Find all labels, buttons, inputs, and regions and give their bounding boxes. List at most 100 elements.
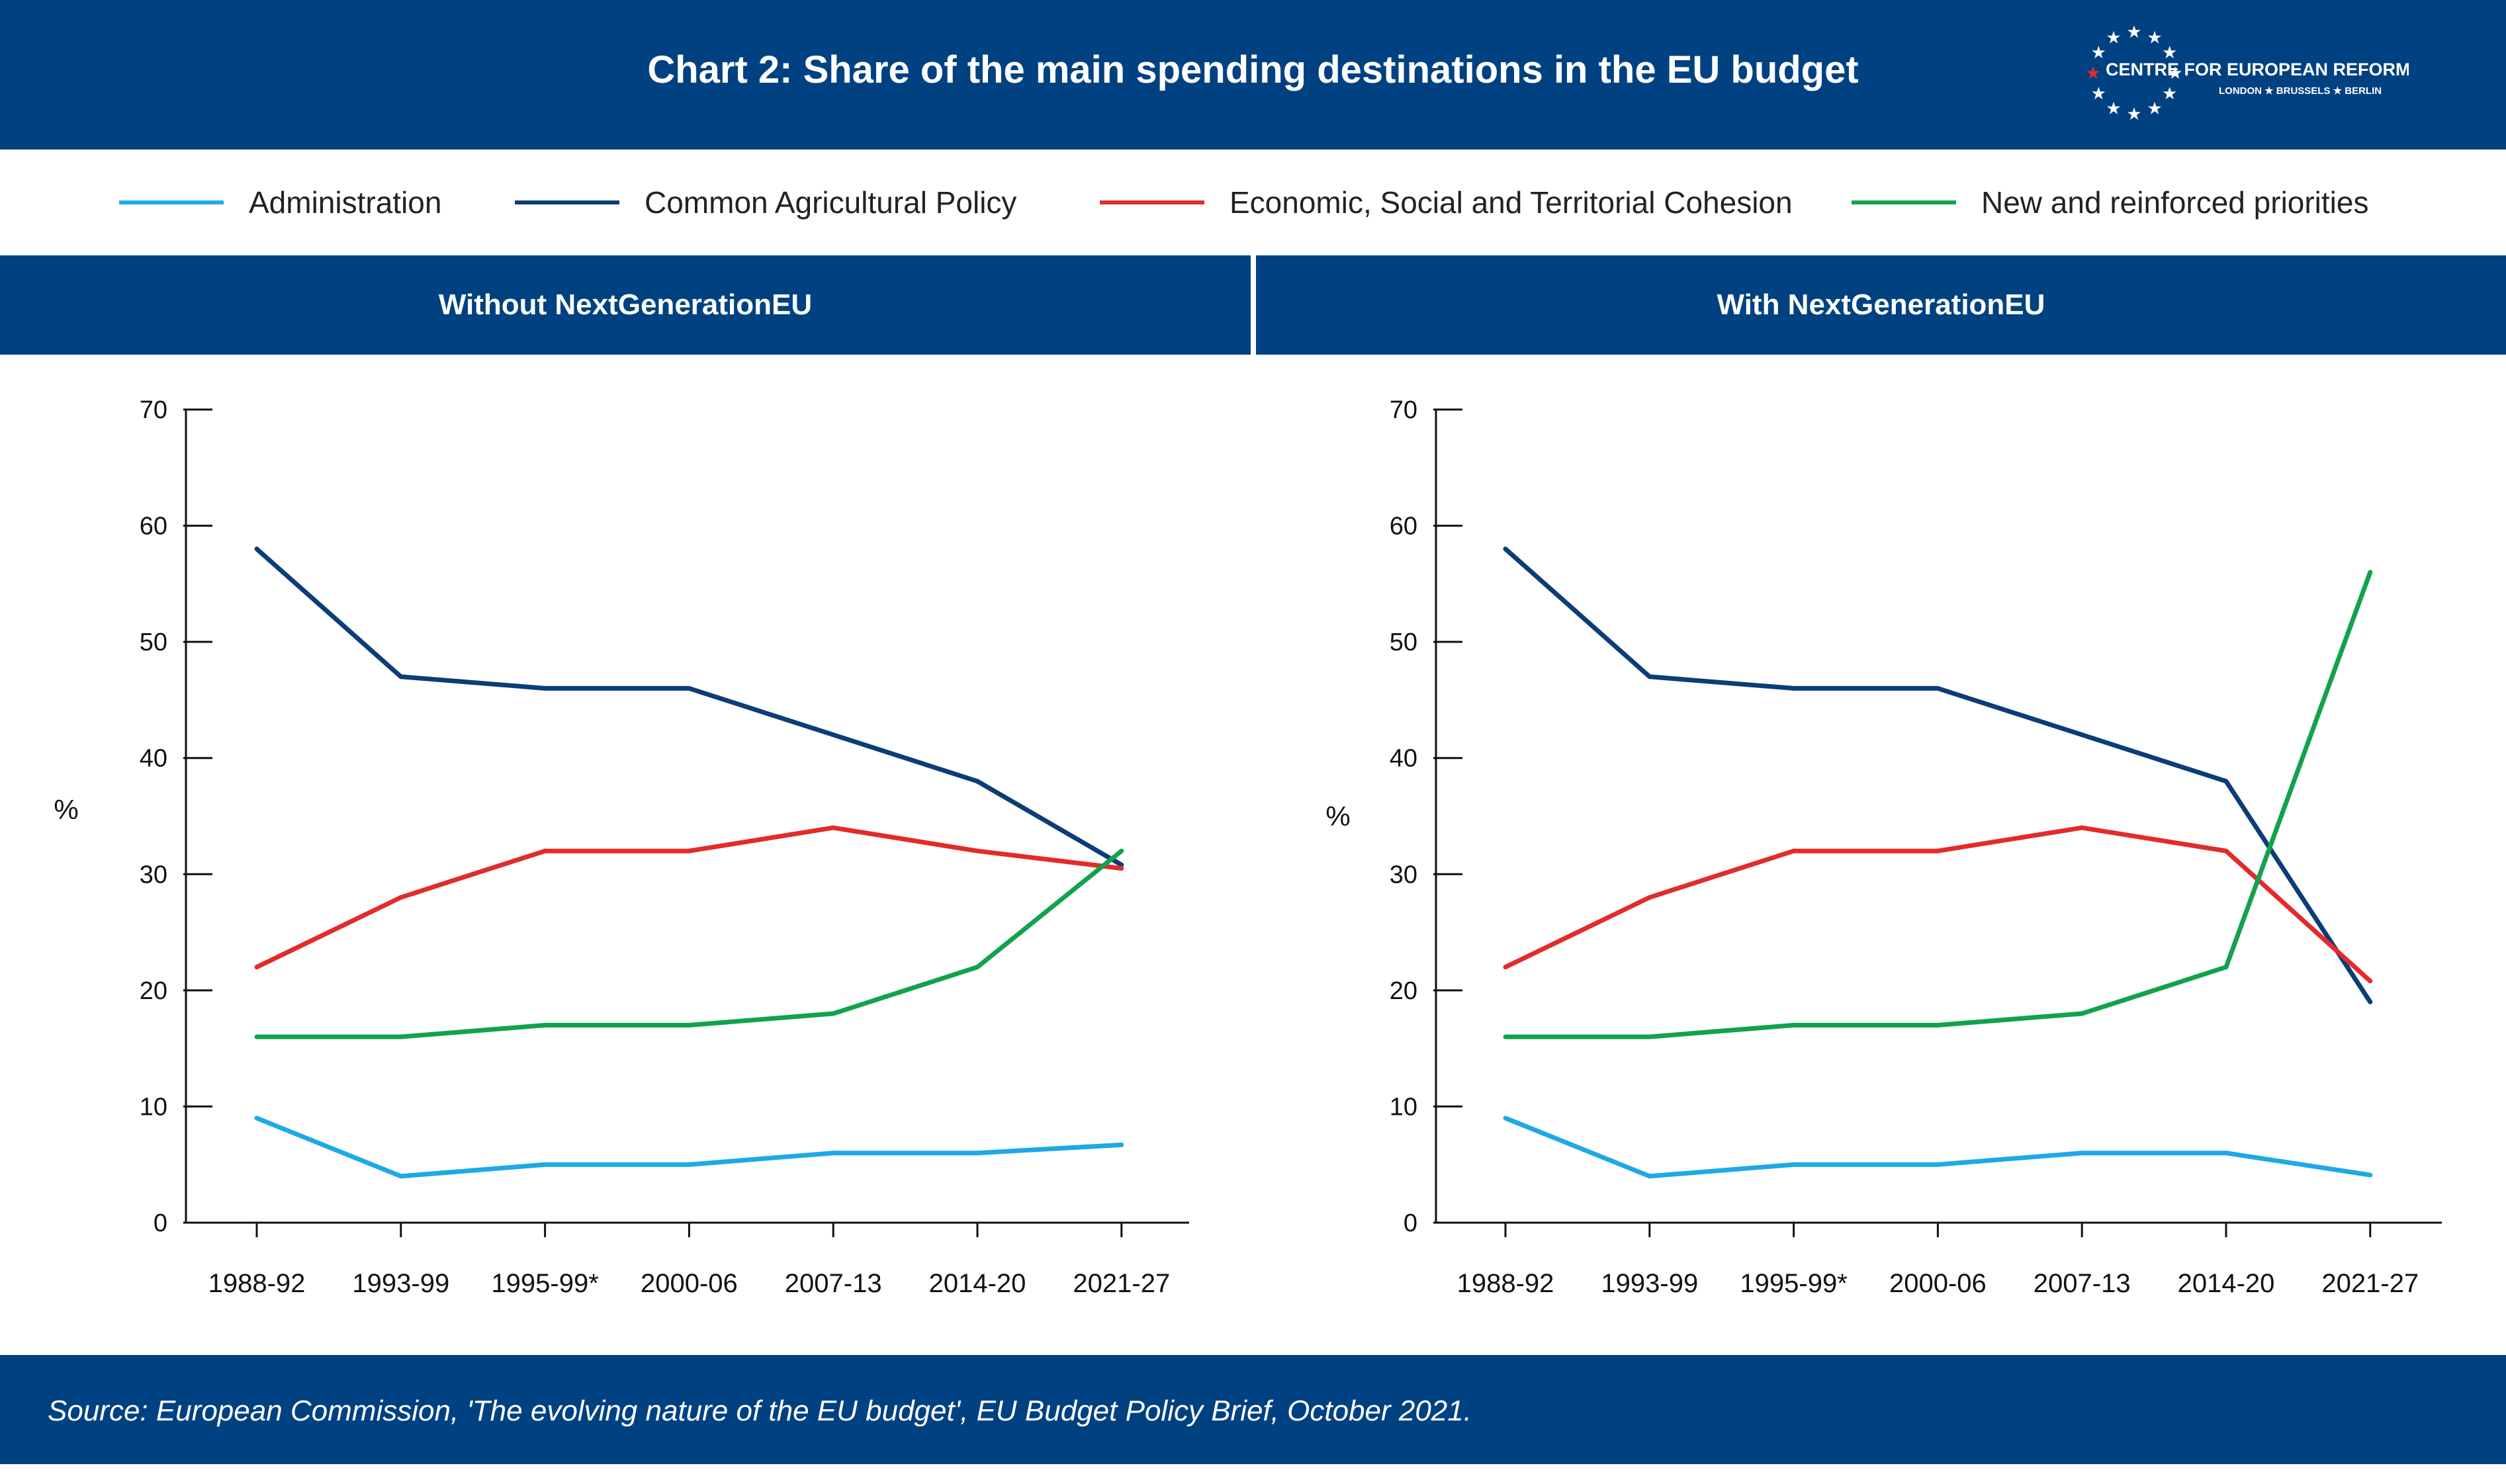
logo-star: ★ [2162, 42, 2177, 62]
data-point [1119, 1142, 1124, 1147]
data-point [2223, 965, 2229, 970]
data-point [1791, 1162, 1797, 1167]
x-tick-label: 2021-27 [1073, 1269, 1170, 1298]
legend-swatch [119, 200, 224, 204]
data-point [1935, 685, 1940, 691]
logo-star: ★ [2091, 42, 2106, 62]
data-point [686, 848, 692, 853]
data-point [254, 1034, 259, 1039]
x-tick-label: 1988-92 [1457, 1269, 1554, 1298]
y-tick-label: 50 [1390, 629, 1417, 656]
chart-panel: 0 10 20 30 40 50 60 70% 1988-92 1993-99 1995-99* 20… [54, 396, 1189, 1298]
y-tick-label: 30 [140, 861, 167, 889]
chart-title: Chart 2: Share of the main spending dest… [647, 48, 1859, 91]
logo-name: CENTRE FOR EUROPEAN REFORM [2106, 60, 2409, 79]
data-point [2368, 979, 2373, 984]
y-tick-label: 70 [1390, 396, 1417, 424]
data-point [2368, 999, 2373, 1004]
logo-star: ★ [2085, 63, 2100, 83]
x-tick-label: 1988-92 [208, 1269, 306, 1298]
data-point [686, 685, 692, 691]
data-point [1119, 848, 1124, 853]
data-point [975, 848, 980, 853]
x-tick-label: 1993-99 [1601, 1269, 1698, 1298]
logo-star: ★ [2126, 104, 2141, 124]
x-tick-label: 1993-99 [352, 1269, 449, 1298]
data-point [830, 1151, 836, 1156]
y-tick-label: 40 [140, 745, 167, 773]
series-line [1504, 1115, 2371, 1179]
data-point [1503, 546, 1508, 552]
data-point [543, 1023, 548, 1028]
x-tick-label: 2007-13 [2034, 1269, 2131, 1298]
y-tick-label: 60 [140, 513, 167, 541]
data-point [543, 1162, 548, 1167]
y-tick-label: 20 [1390, 977, 1417, 1005]
legend-label: Economic, Social and Territorial Cohesio… [1230, 185, 1793, 220]
footer-bar [0, 1355, 2506, 1464]
data-point [254, 965, 259, 970]
legend-item: Common Agricultural Policy [515, 150, 1016, 255]
logo-star: ★ [2147, 27, 2162, 47]
x-tick-label: 1995-99* [491, 1269, 598, 1298]
data-point [1503, 1034, 1508, 1039]
panel-header-right: With NextGenerationEU [1256, 255, 2506, 355]
legend-swatch [515, 200, 619, 204]
series-line [255, 547, 1123, 867]
series-line [255, 1115, 1122, 1179]
data-point [2079, 1011, 2084, 1016]
data-point [1503, 965, 1508, 970]
data-point [1647, 1174, 1652, 1179]
data-point [2223, 848, 2229, 853]
data-point [975, 779, 980, 784]
data-point [975, 965, 980, 970]
y-tick-label: 0 [154, 1209, 167, 1237]
data-point [254, 546, 259, 552]
logo-star: ★ [2106, 99, 2121, 118]
star-ring-icon: ★ ★★★★★★★★★★★ [2085, 22, 2182, 124]
data-point [2368, 570, 2373, 575]
data-point [254, 1115, 259, 1121]
data-point [2223, 1151, 2229, 1156]
data-point [1935, 848, 1940, 853]
y-tick-label: 50 [140, 629, 167, 656]
y-tick-label: 20 [140, 977, 167, 1005]
data-point [2079, 1151, 2084, 1156]
data-point [543, 848, 548, 853]
y-tick-label: 10 [140, 1093, 167, 1121]
data-point [2223, 779, 2229, 784]
logo-star: ★ [2167, 63, 2182, 83]
x-tick-label: 2000-06 [1889, 1269, 1987, 1298]
cer-logo: ★ ★★★★★★★★★★★ CENTRE FOR EUROPEAN REFORM … [2085, 22, 2409, 124]
logo-star: ★ [2126, 22, 2141, 42]
y-tick-label: 70 [140, 396, 167, 424]
data-point [2368, 1172, 2373, 1178]
x-tick-label: 1995-99* [1740, 1269, 1847, 1298]
legend-label: Administration [249, 185, 442, 220]
x-tick-label: 2021-27 [2321, 1269, 2419, 1298]
data-point [1935, 1023, 1940, 1028]
legend-swatch [1100, 200, 1204, 204]
data-point [398, 674, 404, 679]
legend-item: Economic, Social and Territorial Cohesio… [1100, 150, 1793, 255]
data-point [2079, 825, 2084, 830]
data-point [830, 1011, 836, 1016]
x-tick-label: 2014-20 [2178, 1269, 2275, 1298]
data-point [1119, 866, 1124, 871]
data-point [1791, 685, 1797, 691]
legend-swatch [1852, 200, 1956, 204]
legend: Administration Common Agricultural Policy… [0, 150, 2506, 255]
legend-label: Common Agricultural Policy [645, 185, 1017, 220]
x-tick-label: 2007-13 [785, 1269, 882, 1298]
data-point [830, 825, 836, 830]
data-point [1791, 1023, 1797, 1028]
y-tick-label: 10 [1390, 1093, 1417, 1121]
x-tick-label: 2014-20 [929, 1269, 1026, 1298]
data-point [830, 732, 836, 738]
y-tick-label: 60 [1390, 513, 1417, 541]
data-point [1935, 1162, 1940, 1167]
logo-star: ★ [2162, 83, 2177, 103]
panel-header-left: Without NextGenerationEU [0, 255, 1251, 355]
data-point [1503, 1115, 1508, 1121]
